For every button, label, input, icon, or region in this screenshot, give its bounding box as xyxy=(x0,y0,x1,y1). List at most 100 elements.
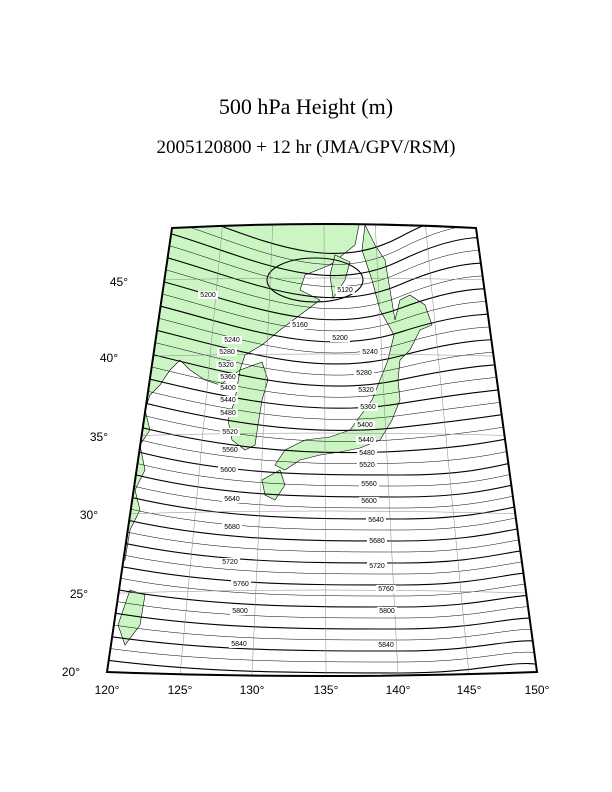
axis-labels: 45° 40° 35° 30° 25° 20° 120° 125° 130° 135° 140° 14… xyxy=(62,275,550,697)
contour-label: 5800 xyxy=(232,608,248,615)
map-body: 5120 5200 5160 5200 5240 5240 5280 5280 5320 5320… xyxy=(107,224,537,676)
contour-label: 5600 xyxy=(361,498,377,505)
label-bg xyxy=(218,384,238,392)
contour-line xyxy=(107,560,537,586)
label-bg xyxy=(356,386,376,394)
label-bg xyxy=(229,640,249,648)
label-bg xyxy=(360,348,380,356)
label-bg xyxy=(376,641,396,649)
meridian xyxy=(251,224,274,676)
label-bg xyxy=(366,516,386,524)
lon-label: 130° xyxy=(240,683,265,697)
label-bg xyxy=(222,336,242,344)
contour-label: 5760 xyxy=(233,581,249,588)
lat-label: 25° xyxy=(70,587,88,601)
label-bg xyxy=(218,373,238,381)
label-bg xyxy=(222,523,242,531)
label-bg xyxy=(230,607,250,615)
lon-label: 135° xyxy=(314,683,339,697)
label-bg xyxy=(377,607,397,615)
contour-line xyxy=(107,597,537,619)
meridian xyxy=(374,224,399,676)
contour-label: 5640 xyxy=(368,517,384,524)
contour-label: 5480 xyxy=(220,410,236,417)
contour-line xyxy=(107,646,537,663)
parallel xyxy=(107,432,537,438)
contour-label: 5840 xyxy=(231,641,247,648)
contour-label: 5120 xyxy=(337,287,353,294)
label-bg xyxy=(220,558,240,566)
contour-line xyxy=(107,572,537,597)
contour-label: 5400 xyxy=(220,385,236,392)
contour-label: 5320 xyxy=(218,362,234,369)
label-bg xyxy=(376,585,396,593)
contour-label: 5440 xyxy=(220,397,236,404)
contour-label: 5720 xyxy=(222,559,238,566)
lon-label: 150° xyxy=(525,683,550,697)
contour-label: 5520 xyxy=(222,429,238,436)
contour-label: 5240 xyxy=(224,337,240,344)
label-bg xyxy=(218,396,238,404)
label-bg xyxy=(218,466,238,474)
contour-line xyxy=(107,584,537,608)
contour-label: 5440 xyxy=(358,437,374,444)
contour-line xyxy=(107,658,537,674)
contour-label: 5760 xyxy=(378,586,394,593)
contour-label: 5480 xyxy=(359,450,375,457)
contour-label: 5400 xyxy=(357,422,373,429)
label-bg xyxy=(198,291,218,299)
parallel xyxy=(107,589,537,595)
label-bg xyxy=(357,461,377,469)
contour-label: 5640 xyxy=(224,496,240,503)
contour-label: 5240 xyxy=(362,349,378,356)
lon-label: 140° xyxy=(386,683,411,697)
contour-label: 5360 xyxy=(220,374,236,381)
map-frame xyxy=(105,223,539,677)
contour-line xyxy=(107,224,537,255)
contour-label: 5160 xyxy=(292,322,308,329)
contour-label: 5800 xyxy=(379,608,395,615)
label-bg xyxy=(218,409,238,417)
label-bg xyxy=(357,449,377,457)
label-bg xyxy=(367,562,387,570)
label-bg xyxy=(356,436,376,444)
label-bg xyxy=(330,334,350,342)
contour-label: 5520 xyxy=(359,462,375,469)
lon-label: 120° xyxy=(95,683,120,697)
label-bg xyxy=(220,428,240,436)
lon-label: 125° xyxy=(168,683,193,697)
contour-line xyxy=(107,548,537,575)
lat-label: 20° xyxy=(62,665,80,679)
contour-line xyxy=(107,609,537,630)
lat-label: 35° xyxy=(90,430,108,444)
contour-label: 5320 xyxy=(358,387,374,394)
label-bg xyxy=(359,480,379,488)
label-bg xyxy=(367,537,387,545)
contour-label: 5680 xyxy=(369,538,385,545)
contour-label: 5200 xyxy=(200,292,216,299)
label-bg xyxy=(231,580,251,588)
contour-label: 5280 xyxy=(219,349,235,356)
lat-label: 30° xyxy=(80,508,98,522)
title: 500 hPa Height (m) xyxy=(219,94,393,119)
label-bg xyxy=(355,421,375,429)
label-bg xyxy=(216,361,236,369)
contour-label: 5280 xyxy=(356,370,372,377)
parallel xyxy=(107,510,537,516)
contour-line xyxy=(107,633,537,652)
lon-label: 145° xyxy=(457,683,482,697)
label-bg xyxy=(358,403,378,411)
contour-labels: 5120 5200 5160 5200 5240 5240 5280 5280 5320 5320… xyxy=(198,286,397,649)
contour-label: 5200 xyxy=(332,335,348,342)
contour-label: 5600 xyxy=(220,467,236,474)
contour-label: 5360 xyxy=(360,404,376,411)
contour-line xyxy=(107,621,537,641)
label-bg xyxy=(220,446,240,454)
meridian xyxy=(323,224,327,676)
label-bg xyxy=(217,348,237,356)
contour-label: 5720 xyxy=(369,563,385,570)
contour-label: 5680 xyxy=(224,524,240,531)
contour-line xyxy=(266,257,364,303)
label-bg xyxy=(222,495,242,503)
